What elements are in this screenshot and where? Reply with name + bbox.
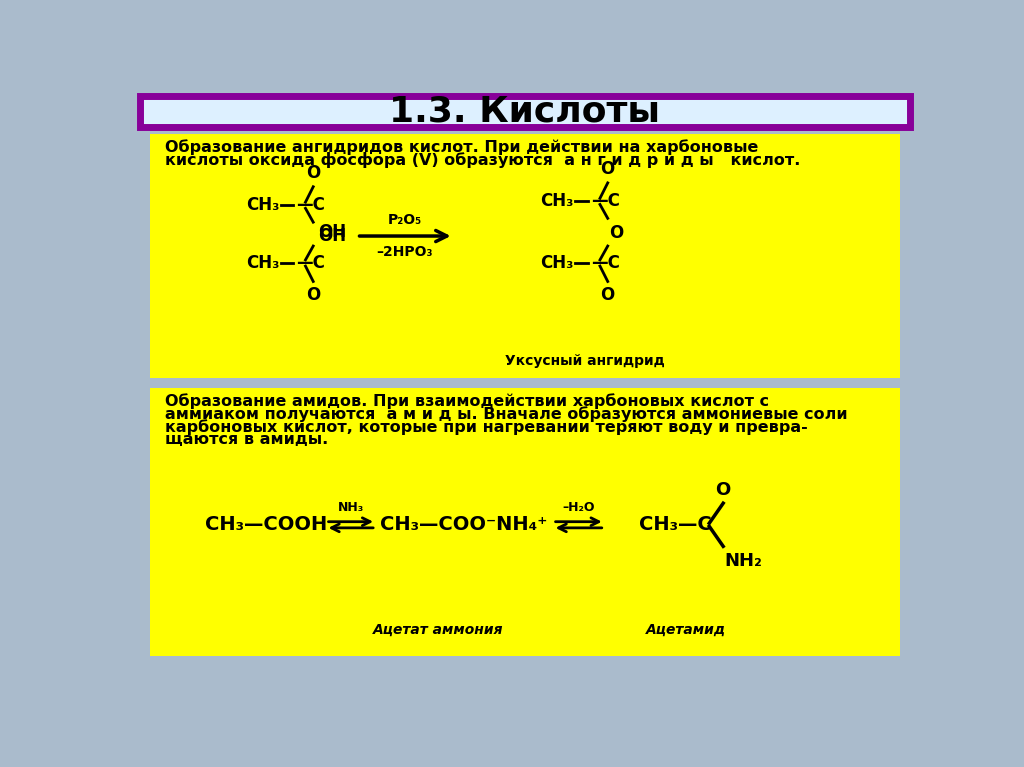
Text: Уксусный ангидрид: Уксусный ангидрид bbox=[506, 354, 666, 368]
Text: O: O bbox=[609, 225, 624, 242]
Text: P₂O₅: P₂O₅ bbox=[387, 212, 422, 227]
Text: OH: OH bbox=[317, 227, 346, 245]
Text: CH₃: CH₃ bbox=[246, 254, 280, 272]
Text: O: O bbox=[601, 160, 614, 178]
Text: O: O bbox=[716, 481, 731, 499]
Text: –2HPO₃: –2HPO₃ bbox=[377, 245, 433, 259]
Text: CH₃—C: CH₃—C bbox=[640, 515, 713, 535]
FancyBboxPatch shape bbox=[150, 133, 900, 378]
Text: O: O bbox=[601, 286, 614, 304]
Text: —C: —C bbox=[591, 193, 620, 210]
Text: Образование ангидридов кислот. При действии на харбоновые: Образование ангидридов кислот. При дейст… bbox=[165, 139, 759, 155]
Text: CH₃: CH₃ bbox=[541, 254, 573, 272]
FancyBboxPatch shape bbox=[139, 96, 910, 127]
Text: Ацетат аммония: Ацетат аммония bbox=[373, 623, 503, 637]
Text: карбоновых кислот, которые при нагревании теряют воду и превра-: карбоновых кислот, которые при нагревани… bbox=[165, 420, 808, 435]
Text: кислоты оксида фосфора (V) образуются  а н г и д р и д ы   кислот.: кислоты оксида фосфора (V) образуются а … bbox=[165, 152, 801, 168]
Text: CH₃—COOH: CH₃—COOH bbox=[206, 515, 328, 535]
Text: —C: —C bbox=[296, 196, 325, 214]
Text: —C: —C bbox=[591, 254, 620, 272]
Text: Ацетамид: Ацетамид bbox=[646, 623, 726, 637]
Text: –H₂O: –H₂O bbox=[562, 501, 595, 514]
Text: O: O bbox=[306, 164, 321, 182]
FancyBboxPatch shape bbox=[150, 388, 900, 656]
Text: Образование амидов. При взаимодействии харбоновых кислот с: Образование амидов. При взаимодействии х… bbox=[165, 393, 769, 409]
Text: OH: OH bbox=[317, 223, 346, 242]
Text: 1.3. Кислоты: 1.3. Кислоты bbox=[389, 94, 660, 128]
Text: CH₃: CH₃ bbox=[246, 196, 280, 214]
Text: NH₃: NH₃ bbox=[338, 501, 364, 514]
Text: O: O bbox=[306, 286, 321, 304]
Text: щаются в амиды.: щаются в амиды. bbox=[165, 433, 329, 447]
Text: CH₃—COO⁻NH₄⁺: CH₃—COO⁻NH₄⁺ bbox=[380, 515, 547, 535]
Text: аммиаком получаются  а м и д ы. Вначале образуются аммониевые соли: аммиаком получаются а м и д ы. Вначале о… bbox=[165, 407, 848, 422]
Text: CH₃: CH₃ bbox=[541, 193, 573, 210]
Text: NH₂: NH₂ bbox=[725, 552, 763, 571]
Text: —C: —C bbox=[296, 254, 325, 272]
